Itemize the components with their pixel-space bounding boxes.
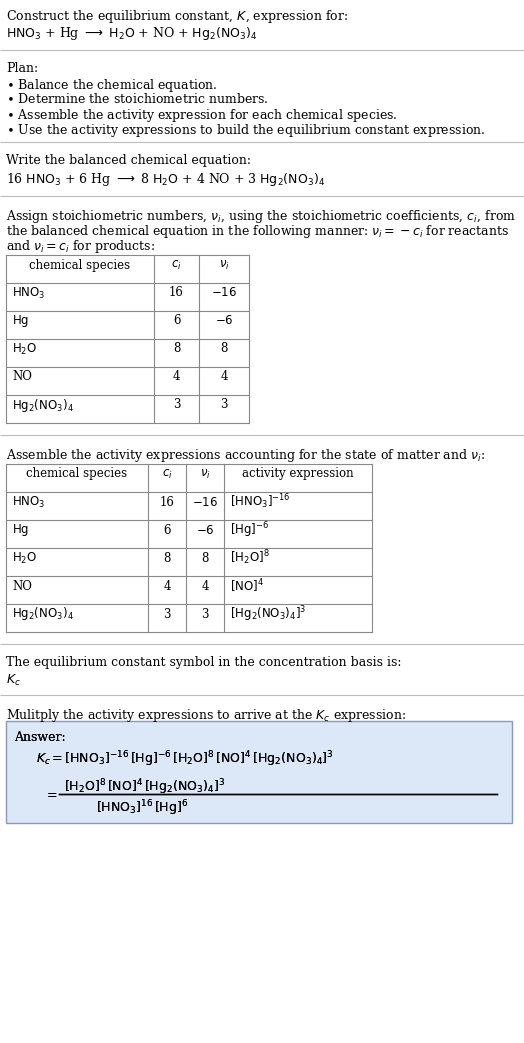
- Text: $\bullet$ Use the activity expressions to build the equilibrium constant express: $\bullet$ Use the activity expressions t…: [6, 122, 486, 139]
- Text: NO: NO: [12, 580, 32, 592]
- Text: 8: 8: [220, 342, 228, 356]
- Text: the balanced chemical equation in the following manner: $\nu_i = -c_i$ for react: the balanced chemical equation in the fo…: [6, 223, 509, 240]
- Text: $\nu_i$: $\nu_i$: [219, 259, 230, 271]
- Text: $K_c = [\mathrm{HNO_3}]^{-16}\,[\mathrm{Hg}]^{-6}\,[\mathrm{H_2O}]^{8}\,[\mathrm: $K_c = [\mathrm{HNO_3}]^{-16}\,[\mathrm{…: [36, 749, 334, 769]
- Text: $[\mathrm{Hg_2(NO_3)_4}]^{3}$: $[\mathrm{Hg_2(NO_3)_4}]^{3}$: [230, 604, 307, 624]
- Text: $K_c = [\mathrm{HNO_3}]^{-16}\,[\mathrm{Hg}]^{-6}\,[\mathrm{H_2O}]^{8}\,[\mathrm: $K_c = [\mathrm{HNO_3}]^{-16}\,[\mathrm{…: [36, 749, 334, 769]
- Text: $\mathrm{Hg}$: $\mathrm{Hg}$: [12, 522, 29, 538]
- Text: $\mathrm{Hg}$: $\mathrm{Hg}$: [12, 313, 29, 329]
- Text: 3: 3: [163, 607, 171, 621]
- Text: $\nu_i$: $\nu_i$: [200, 467, 211, 481]
- Text: $-16$: $-16$: [192, 495, 218, 509]
- Text: Plan:: Plan:: [6, 62, 38, 75]
- Text: $\bullet$ Determine the stoichiometric numbers.: $\bullet$ Determine the stoichiometric n…: [6, 92, 269, 106]
- Text: 3: 3: [220, 398, 228, 412]
- Text: $\mathrm{H_2O}$: $\mathrm{H_2O}$: [12, 341, 37, 357]
- Text: $[\mathrm{HNO_3}]^{16}\,[\mathrm{Hg}]^{6}$: $[\mathrm{HNO_3}]^{16}\,[\mathrm{Hg}]^{6…: [96, 798, 188, 818]
- Text: $\mathrm{Hg_2(NO_3)_4}$: $\mathrm{Hg_2(NO_3)_4}$: [12, 396, 74, 413]
- Text: 8: 8: [201, 552, 209, 564]
- Text: $[\mathrm{H_2O}]^{8}$: $[\mathrm{H_2O}]^{8}$: [230, 549, 270, 567]
- Text: $[\mathrm{H_2O}]^{8}\,[\mathrm{NO}]^{4}\,[\mathrm{Hg_2(NO_3)_4}]^{3}$: $[\mathrm{H_2O}]^{8}\,[\mathrm{NO}]^{4}\…: [64, 777, 225, 797]
- Text: $\mathrm{Hg_2(NO_3)_4}$: $\mathrm{Hg_2(NO_3)_4}$: [12, 606, 74, 623]
- Text: $[\mathrm{NO}]^{4}$: $[\mathrm{NO}]^{4}$: [230, 577, 264, 595]
- Text: $[\mathrm{Hg}]^{-6}$: $[\mathrm{Hg}]^{-6}$: [230, 520, 269, 540]
- Text: 16 $\mathrm{HNO_3}$ + 6 Hg $\longrightarrow$ 8 $\mathrm{H_2O}$ + 4 NO + 3 $\math: 16 $\mathrm{HNO_3}$ + 6 Hg $\longrightar…: [6, 171, 325, 188]
- Text: 8: 8: [173, 342, 180, 356]
- Text: $-16$: $-16$: [211, 287, 237, 299]
- Text: $\mathrm{H_2O}$: $\mathrm{H_2O}$: [12, 551, 37, 565]
- Text: Assign stoichiometric numbers, $\nu_i$, using the stoichiometric coefficients, $: Assign stoichiometric numbers, $\nu_i$, …: [6, 208, 516, 225]
- Text: Write the balanced chemical equation:: Write the balanced chemical equation:: [6, 154, 251, 167]
- Text: $\bullet$ Assemble the activity expression for each chemical species.: $\bullet$ Assemble the activity expressi…: [6, 107, 398, 124]
- Text: 16: 16: [160, 495, 174, 509]
- Text: $\mathrm{HNO_3}$ + Hg $\longrightarrow$ $\mathrm{H_2O}$ + NO + $\mathrm{Hg_2(NO_: $\mathrm{HNO_3}$ + Hg $\longrightarrow$ …: [6, 25, 257, 42]
- Text: $=$: $=$: [44, 787, 58, 800]
- Text: $c_i$: $c_i$: [161, 467, 172, 481]
- FancyBboxPatch shape: [6, 721, 512, 823]
- Text: 4: 4: [173, 370, 180, 384]
- Text: Answer:: Answer:: [14, 731, 66, 744]
- Text: 16: 16: [169, 287, 184, 299]
- Text: $\bullet$ Balance the chemical equation.: $\bullet$ Balance the chemical equation.: [6, 77, 218, 94]
- Text: $-6$: $-6$: [215, 315, 233, 328]
- Text: 4: 4: [163, 580, 171, 592]
- Text: 4: 4: [201, 580, 209, 592]
- Text: 3: 3: [173, 398, 180, 412]
- Text: Mulitply the activity expressions to arrive at the $K_c$ expression:: Mulitply the activity expressions to arr…: [6, 707, 406, 724]
- Text: Assemble the activity expressions accounting for the state of matter and $\nu_i$: Assemble the activity expressions accoun…: [6, 447, 485, 464]
- Text: 8: 8: [163, 552, 171, 564]
- Text: activity expression: activity expression: [242, 467, 354, 481]
- Text: Construct the equilibrium constant, $K$, expression for:: Construct the equilibrium constant, $K$,…: [6, 8, 348, 25]
- Text: $\mathrm{HNO_3}$: $\mathrm{HNO_3}$: [12, 286, 46, 300]
- Text: Answer:: Answer:: [14, 731, 66, 744]
- Text: chemical species: chemical species: [29, 259, 130, 271]
- Text: $[\mathrm{HNO_3}]^{16}\,[\mathrm{Hg}]^{6}$: $[\mathrm{HNO_3}]^{16}\,[\mathrm{Hg}]^{6…: [96, 798, 188, 818]
- Text: chemical species: chemical species: [26, 467, 127, 481]
- Text: $c_i$: $c_i$: [171, 259, 182, 271]
- Text: The equilibrium constant symbol in the concentration basis is:: The equilibrium constant symbol in the c…: [6, 656, 401, 669]
- Text: 6: 6: [173, 315, 180, 328]
- Text: 3: 3: [201, 607, 209, 621]
- Text: and $\nu_i = c_i$ for products:: and $\nu_i = c_i$ for products:: [6, 238, 155, 254]
- Text: $=$: $=$: [44, 787, 58, 800]
- Text: $[\mathrm{HNO_3}]^{-16}$: $[\mathrm{HNO_3}]^{-16}$: [230, 492, 291, 511]
- Text: 6: 6: [163, 524, 171, 536]
- Text: $-6$: $-6$: [195, 524, 214, 536]
- Text: NO: NO: [12, 370, 32, 384]
- Text: $K_c$: $K_c$: [6, 673, 21, 688]
- Text: 4: 4: [220, 370, 228, 384]
- Text: $\mathrm{HNO_3}$: $\mathrm{HNO_3}$: [12, 494, 46, 510]
- Text: $[\mathrm{H_2O}]^{8}\,[\mathrm{NO}]^{4}\,[\mathrm{Hg_2(NO_3)_4}]^{3}$: $[\mathrm{H_2O}]^{8}\,[\mathrm{NO}]^{4}\…: [64, 777, 225, 797]
